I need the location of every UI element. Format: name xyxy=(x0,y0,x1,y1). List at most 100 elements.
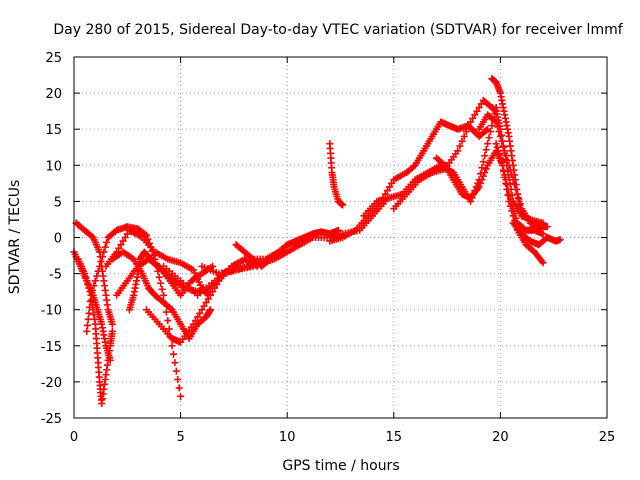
y-tick-label: 0 xyxy=(54,232,62,247)
data-point xyxy=(97,258,105,266)
data-point xyxy=(388,179,396,187)
data-point xyxy=(171,359,179,367)
data-point xyxy=(464,123,472,131)
data-point xyxy=(512,185,520,193)
data-point xyxy=(108,327,116,335)
series-arc-19 xyxy=(492,140,547,267)
data-point xyxy=(478,164,486,172)
data-point xyxy=(172,367,180,375)
data-point xyxy=(516,200,524,208)
data-point xyxy=(481,152,489,160)
data-point xyxy=(505,197,513,205)
data-point xyxy=(123,230,131,238)
data-point xyxy=(495,128,503,136)
data-point xyxy=(496,154,504,162)
data-point xyxy=(493,143,501,151)
data-point xyxy=(213,280,221,288)
data-point xyxy=(479,158,487,166)
data-point xyxy=(168,342,176,350)
data-point xyxy=(88,286,96,294)
data-point xyxy=(206,291,214,299)
data-point xyxy=(492,118,500,126)
data-point xyxy=(454,147,462,155)
data-point xyxy=(108,320,116,328)
x-tick-label: 20 xyxy=(492,430,509,445)
y-tick-label: -10 xyxy=(41,304,62,319)
y-tick-label: 5 xyxy=(54,195,62,210)
gridlines xyxy=(74,57,607,418)
data-point xyxy=(91,277,99,285)
data-point xyxy=(473,107,481,115)
data-point xyxy=(478,176,486,184)
data-point xyxy=(204,295,212,303)
data-point xyxy=(499,161,507,169)
data-point xyxy=(196,309,204,317)
data-point xyxy=(511,181,519,189)
data-point xyxy=(509,176,517,184)
y-tick-label: 20 xyxy=(45,87,62,102)
data-point xyxy=(177,392,185,400)
data-point xyxy=(386,183,394,191)
data-point xyxy=(482,146,490,154)
data-point xyxy=(456,142,464,150)
data-point xyxy=(142,231,150,239)
data-point xyxy=(460,132,468,140)
data-point xyxy=(539,259,547,267)
x-tick-label: 0 xyxy=(70,430,78,445)
y-tick-label: 10 xyxy=(45,159,62,174)
series-arc-6 xyxy=(108,248,214,343)
data-point xyxy=(83,277,91,285)
data-point xyxy=(103,238,111,246)
data-point xyxy=(482,126,490,134)
data-point xyxy=(211,284,219,292)
x-tick-label: 5 xyxy=(176,430,184,445)
data-point xyxy=(203,290,211,298)
data-point xyxy=(93,272,101,280)
data-point xyxy=(462,128,470,136)
data-point xyxy=(83,327,91,335)
data-point xyxy=(194,313,202,321)
data-point xyxy=(475,183,483,191)
data-point xyxy=(119,237,127,245)
data-point xyxy=(202,298,210,306)
data-point xyxy=(467,118,475,126)
data-point xyxy=(477,179,485,187)
data-point xyxy=(502,152,510,160)
data-point xyxy=(82,273,90,281)
data-point xyxy=(115,244,123,252)
data-point xyxy=(513,190,521,198)
chart-title: Day 280 of 2015, Sidereal Day-to-day VTE… xyxy=(53,22,623,38)
data-point xyxy=(482,165,490,173)
data-point xyxy=(100,248,108,256)
data-point xyxy=(84,315,92,323)
series-arc-12 xyxy=(232,226,342,270)
data-point xyxy=(479,172,487,180)
data-point xyxy=(500,167,508,175)
data-point xyxy=(471,111,479,119)
data-point xyxy=(440,160,448,168)
data-point xyxy=(508,171,516,179)
data-point xyxy=(162,308,170,316)
data-point xyxy=(157,279,165,287)
data-point xyxy=(339,201,347,209)
data-point xyxy=(198,306,206,314)
data-point xyxy=(505,190,513,198)
y-tick-label: -15 xyxy=(41,340,62,355)
data-point xyxy=(121,234,129,241)
y-tick-label: 25 xyxy=(45,51,62,66)
data-point xyxy=(505,161,513,169)
data-point xyxy=(509,212,517,220)
data-point xyxy=(503,185,511,193)
data-point xyxy=(164,317,172,325)
data-point xyxy=(98,253,106,261)
x-axis-label: GPS time / hours xyxy=(282,458,399,474)
data-point xyxy=(494,123,502,131)
data-point xyxy=(88,232,96,240)
data-point xyxy=(90,282,98,290)
data-point xyxy=(508,207,516,215)
data-point xyxy=(498,137,506,145)
data-point xyxy=(101,243,109,251)
axis-ticks: 0 5 10 15 20 25 -25 -20 -15 -10 -5 0 5 10 15 20 25 xyxy=(41,51,616,445)
data-point xyxy=(160,291,168,299)
